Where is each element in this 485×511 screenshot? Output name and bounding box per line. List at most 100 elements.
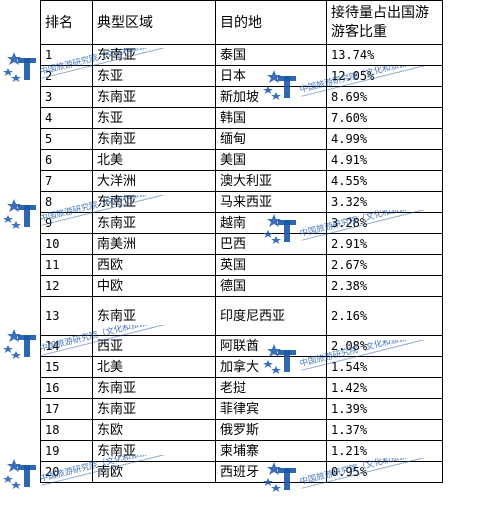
share-cell: 4.91% [326,149,443,171]
region-cell: 西亚 [92,335,216,357]
destination-cell: 新加坡 [215,86,327,108]
region-cell: 东南亚 [92,440,216,462]
share-cell: 1.39% [326,398,443,420]
destination-cell: 缅甸 [215,128,327,150]
region-cell: 东南亚 [92,296,216,336]
table-row: 11 西欧 英国 2.67% [40,254,443,276]
rank-cell: 20 [40,461,93,483]
rank-cell: 14 [40,335,93,357]
region-cell: 东亚 [92,65,216,87]
rank-cell: 8 [40,191,93,213]
rank-cell: 3 [40,86,93,108]
table-row: 13 东南亚 印度尼西亚 2.16% [40,296,443,336]
table-row: 6 北美 美国 4.91% [40,149,443,171]
region-cell: 北美 [92,149,216,171]
region-cell: 北美 [92,356,216,378]
destination-cell: 马来西亚 [215,191,327,213]
rank-cell: 11 [40,254,93,276]
destination-cell: 西班牙 [215,461,327,483]
destination-cell: 巴西 [215,233,327,255]
rank-cell: 9 [40,212,93,234]
table-row: 12 中欧 德国 2.38% [40,275,443,297]
header-destination: 目的地 [215,0,327,45]
header-region: 典型区域 [92,0,216,45]
rank-cell: 17 [40,398,93,420]
share-cell: 2.91% [326,233,443,255]
share-cell: 1.54% [326,356,443,378]
destination-cell: 泰国 [215,44,327,66]
rank-cell: 15 [40,356,93,378]
rank-cell: 5 [40,128,93,150]
destination-cell: 韩国 [215,107,327,129]
region-cell: 东亚 [92,107,216,129]
destination-cell: 德国 [215,275,327,297]
region-cell: 东南亚 [92,191,216,213]
share-cell: 4.55% [326,170,443,192]
rank-cell: 19 [40,440,93,462]
rank-cell: 18 [40,419,93,441]
share-cell: 2.08% [326,335,443,357]
header-rank: 排名 [40,0,93,45]
destination-cell: 印度尼西亚 [215,296,327,336]
table-row: 16 东南亚 老挝 1.42% [40,377,443,399]
region-cell: 南欧 [92,461,216,483]
table-row: 14 西亚 阿联酋 2.08% [40,335,443,357]
region-cell: 南美洲 [92,233,216,255]
table-body: 1 东南亚 泰国 13.74% 2 东亚 日本 12.05% 3 东南亚 新加坡 8.69% 4 东亚 韩国… [40,44,443,483]
table-header-row: 排名 典型区域 目的地 接待量占出国游游客比重 [40,0,443,45]
region-cell: 东南亚 [92,128,216,150]
share-cell: 0.95% [326,461,443,483]
table-row: 5 东南亚 缅甸 4.99% [40,128,443,150]
share-cell: 12.05% [326,65,443,87]
region-cell: 东南亚 [92,398,216,420]
table-row: 10 南美洲 巴西 2.91% [40,233,443,255]
share-cell: 2.16% [326,296,443,336]
destination-cell: 越南 [215,212,327,234]
share-cell: 1.37% [326,419,443,441]
share-cell: 2.38% [326,275,443,297]
share-cell: 3.28% [326,212,443,234]
table-row: 18 东欧 俄罗斯 1.37% [40,419,443,441]
rank-cell: 1 [40,44,93,66]
destination-cell: 阿联酋 [215,335,327,357]
share-cell: 1.42% [326,377,443,399]
destination-cell: 老挝 [215,377,327,399]
destination-ranking-table: 排名 典型区域 目的地 接待量占出国游游客比重 1 东南亚 泰国 13.74% 2 东亚日… [40,0,443,483]
destination-cell: 俄罗斯 [215,419,327,441]
rank-cell: 4 [40,107,93,129]
region-cell: 东南亚 [92,44,216,66]
destination-cell: 加拿大 [215,356,327,378]
table-row: 20 南欧 西班牙 0.95% [40,461,443,483]
destination-cell: 柬埔寨 [215,440,327,462]
destination-cell: 英国 [215,254,327,276]
table-row: 17 东南亚 菲律宾 1.39% [40,398,443,420]
table-row: 15 北美 加拿大 1.54% [40,356,443,378]
region-cell: 东南亚 [92,377,216,399]
share-cell: 13.74% [326,44,443,66]
rank-cell: 16 [40,377,93,399]
table-row: 3 东南亚 新加坡 8.69% [40,86,443,108]
table-row: 8 东南亚 马来西亚 3.32% [40,191,443,213]
destination-cell: 日本 [215,65,327,87]
region-cell: 中欧 [92,275,216,297]
share-cell: 1.21% [326,440,443,462]
table-row: 4 东亚 韩国 7.60% [40,107,443,129]
share-cell: 7.60% [326,107,443,129]
table-row: 9 东南亚 越南 3.28% [40,212,443,234]
rank-cell: 12 [40,275,93,297]
region-cell: 东南亚 [92,212,216,234]
share-cell: 4.99% [326,128,443,150]
share-cell: 2.67% [326,254,443,276]
destination-cell: 澳大利亚 [215,170,327,192]
table-row: 19 东南亚 柬埔寨 1.21% [40,440,443,462]
region-cell: 东欧 [92,419,216,441]
table-row: 7 大洋洲 澳大利亚 4.55% [40,170,443,192]
table-row: 1 东南亚 泰国 13.74% [40,44,443,66]
share-cell: 8.69% [326,86,443,108]
destination-cell: 美国 [215,149,327,171]
header-share: 接待量占出国游游客比重 [326,0,443,45]
rank-cell: 13 [40,296,93,336]
rank-cell: 2 [40,65,93,87]
rank-cell: 6 [40,149,93,171]
region-cell: 西欧 [92,254,216,276]
